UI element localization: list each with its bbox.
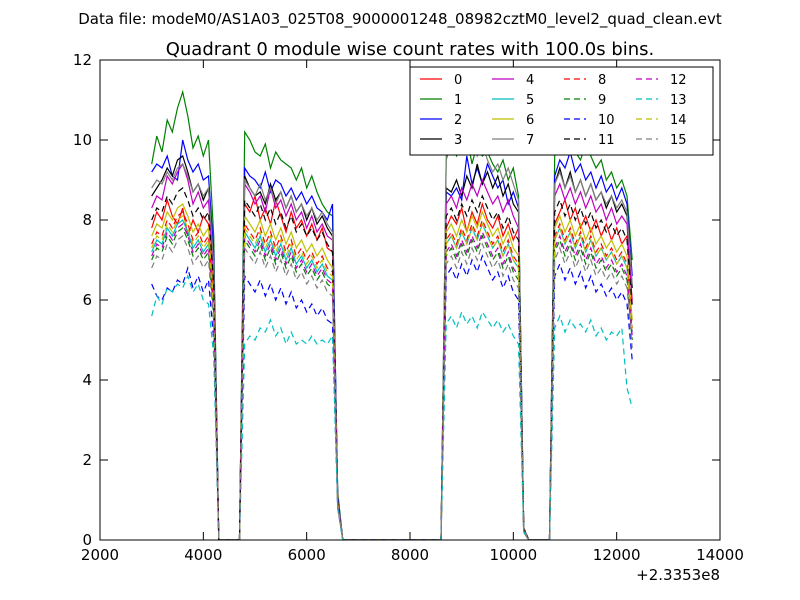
x-tick-label: 4000: [184, 546, 222, 564]
legend-item-6: 6: [492, 113, 534, 128]
legend-item-8: 8: [564, 73, 606, 88]
series-line-13: [151, 274, 633, 540]
y-tick-label: 8: [82, 211, 92, 229]
series-line-9: [151, 227, 633, 540]
legend-item-10: 10: [564, 113, 615, 128]
y-tick-label: 12: [73, 51, 92, 69]
legend-label: 3: [454, 133, 462, 148]
legend-label: 4: [526, 73, 534, 88]
legend-label: 11: [598, 133, 615, 148]
legend-label: 15: [670, 133, 687, 148]
series-line-11: [151, 187, 633, 540]
series-line-5: [151, 219, 633, 540]
legend-label: 0: [454, 73, 462, 88]
legend-item-14: 14: [636, 113, 687, 128]
x-tick-label: 8000: [391, 546, 429, 564]
legend-label: 8: [598, 73, 606, 88]
legend-item-0: 0: [420, 73, 462, 88]
y-tick-label: 0: [82, 531, 92, 549]
series-line-4: [151, 162, 633, 540]
legend-item-3: 3: [420, 133, 462, 148]
series-line-6: [151, 203, 633, 540]
legend-label: 6: [526, 113, 534, 128]
legend-item-4: 4: [492, 73, 534, 88]
legend-label: 7: [526, 133, 534, 148]
legend-item-15: 15: [636, 133, 687, 148]
series-line-2: [151, 139, 633, 540]
x-tick-label: 12000: [593, 546, 641, 564]
legend-box: [409, 66, 714, 156]
series-line-3: [151, 155, 633, 540]
legend-item-7: 7: [492, 133, 534, 148]
legend-item-11: 11: [564, 133, 615, 148]
y-tick-label: 4: [82, 371, 92, 389]
y-tick-label: 6: [82, 291, 92, 309]
x-tick-label: 2000: [81, 546, 119, 564]
legend-label: 14: [670, 113, 687, 128]
legend-label: 9: [598, 93, 606, 108]
x-offset-label: +2.3353e8: [636, 566, 720, 584]
legend-label: 13: [670, 93, 687, 108]
legend-item-5: 5: [492, 93, 534, 108]
chart-title: Quadrant 0 module wise count rates with …: [166, 39, 655, 60]
legend-item-1: 1: [420, 93, 462, 108]
series-line-15: [151, 235, 633, 540]
series-lines: [151, 89, 633, 540]
legend-item-9: 9: [564, 93, 606, 108]
plot-area: [151, 89, 633, 540]
legend-label: 2: [454, 113, 462, 128]
legend-label: 5: [526, 93, 534, 108]
series-line-8: [151, 211, 633, 540]
y-tick-label: 10: [73, 131, 92, 149]
legend-item-12: 12: [636, 73, 687, 88]
legend-label: 12: [670, 73, 687, 88]
x-tick-label: 6000: [288, 546, 326, 564]
series-line-10: [151, 254, 633, 540]
data-file-header: Data file: modeM0/AS1A03_025T08_90000012…: [78, 10, 722, 29]
y-tick-label: 2: [82, 451, 92, 469]
legend-item-13: 13: [636, 93, 687, 108]
x-tick-label: 14000: [696, 546, 744, 564]
legend-item-2: 2: [420, 113, 462, 128]
legend-label: 10: [598, 113, 615, 128]
series-line-12: [151, 223, 633, 540]
legend-label: 1: [454, 93, 462, 108]
x-tick-label: 10000: [489, 546, 537, 564]
